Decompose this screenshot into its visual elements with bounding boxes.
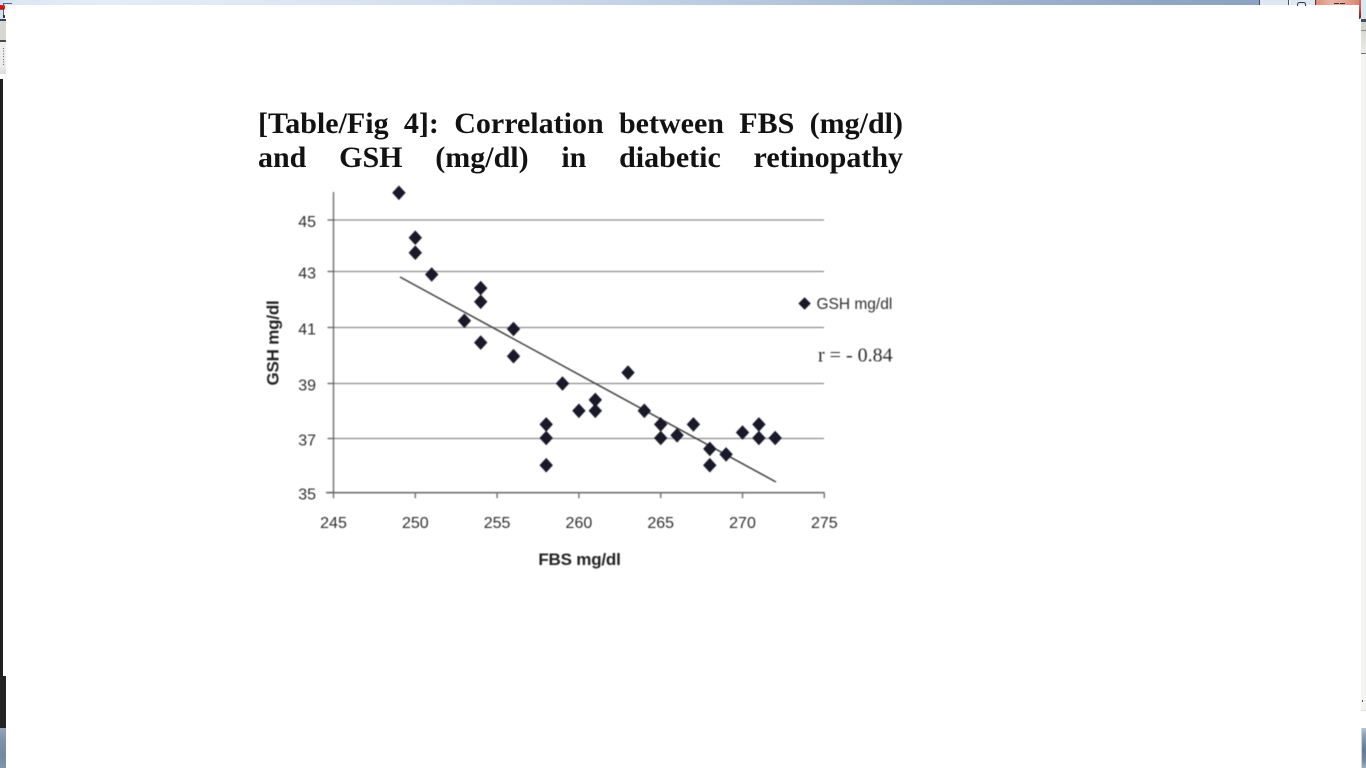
svg-text:255: 255	[484, 515, 511, 532]
svg-text:37: 37	[298, 433, 316, 450]
svg-text:FBS mg/dl: FBS mg/dl	[538, 550, 620, 569]
svg-text:265: 265	[647, 515, 674, 532]
svg-text:45: 45	[298, 214, 316, 231]
svg-text:260: 260	[566, 515, 593, 532]
svg-text:35: 35	[298, 487, 316, 504]
svg-text:270: 270	[729, 515, 756, 532]
svg-text:39: 39	[298, 378, 316, 395]
svg-text:GSH mg/dl: GSH mg/dl	[263, 300, 282, 385]
svg-text:43: 43	[298, 266, 316, 283]
svg-text:245: 245	[320, 515, 347, 532]
svg-text:250: 250	[402, 515, 429, 532]
svg-text:41: 41	[298, 322, 316, 339]
svg-text:r = - 0.84: r = - 0.84	[818, 345, 893, 367]
svg-text:GSH mg/dl: GSH mg/dl	[817, 296, 893, 313]
svg-text:275: 275	[811, 515, 838, 532]
